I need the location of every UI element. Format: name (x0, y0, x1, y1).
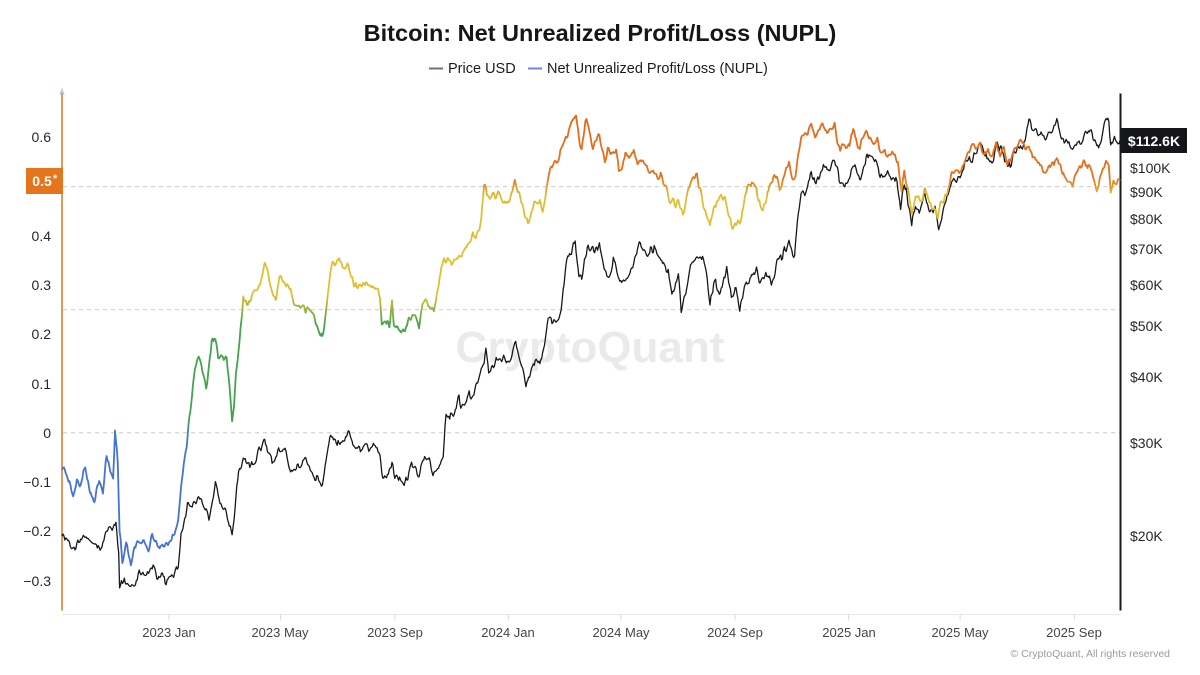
svg-text:2025 May: 2025 May (931, 625, 989, 640)
svg-text:2024 Jan: 2024 Jan (481, 625, 535, 640)
svg-text:0.1: 0.1 (32, 376, 52, 392)
svg-text:2023 Jan: 2023 Jan (142, 625, 196, 640)
svg-text:Bitcoin: Net Unrealized Profit: Bitcoin: Net Unrealized Profit/Loss (NUP… (364, 20, 837, 46)
svg-text:$70K: $70K (1130, 241, 1163, 257)
svg-text:CryptoQuant: CryptoQuant (456, 323, 725, 372)
svg-text:0.5: 0.5 (32, 173, 52, 189)
svg-text:0.6: 0.6 (32, 129, 52, 145)
svg-text:$90K: $90K (1130, 184, 1163, 200)
svg-text:0: 0 (43, 425, 51, 441)
svg-text:2024 Sep: 2024 Sep (707, 625, 763, 640)
svg-text:−0.3: −0.3 (23, 573, 51, 589)
svg-text:$50K: $50K (1130, 318, 1163, 334)
svg-text:−0.1: −0.1 (23, 474, 51, 490)
svg-text:0.2: 0.2 (32, 326, 52, 342)
svg-text:−0.2: −0.2 (23, 523, 51, 539)
svg-text:0.4: 0.4 (32, 228, 52, 244)
svg-text:2024 May: 2024 May (592, 625, 650, 640)
svg-text:$60K: $60K (1130, 277, 1163, 293)
svg-text:$80K: $80K (1130, 211, 1163, 227)
svg-text:2023 Sep: 2023 Sep (367, 625, 423, 640)
svg-text:*: * (53, 173, 58, 185)
svg-text:Price USD: Price USD (448, 61, 516, 77)
svg-text:© CryptoQuant, All rights rese: © CryptoQuant, All rights reserved (1011, 648, 1171, 660)
svg-text:$20K: $20K (1130, 528, 1163, 544)
svg-text:2023 May: 2023 May (251, 625, 309, 640)
svg-text:Net Unrealized Profit/Loss (NU: Net Unrealized Profit/Loss (NUPL) (547, 61, 768, 77)
svg-text:$30K: $30K (1130, 435, 1163, 451)
svg-text:$100K: $100K (1130, 160, 1171, 176)
svg-text:$40K: $40K (1130, 369, 1163, 385)
svg-text:2025 Jan: 2025 Jan (822, 625, 876, 640)
svg-text:0.3: 0.3 (32, 277, 52, 293)
svg-text:2025 Sep: 2025 Sep (1046, 625, 1102, 640)
svg-text:$112.6K: $112.6K (1128, 133, 1180, 149)
